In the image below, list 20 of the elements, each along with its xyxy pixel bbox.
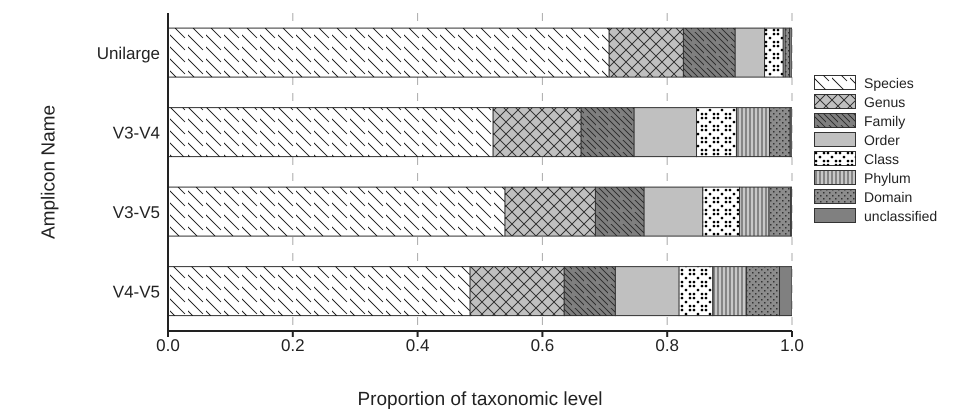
x-tick-label: 0.8 (655, 336, 680, 356)
x-tick-label: 0.6 (530, 336, 554, 356)
legend-label: unclassified (864, 208, 938, 224)
legend-label: Class (864, 150, 900, 166)
x-axis-title: Proportion of taxonomic level (357, 389, 603, 410)
legend-label: Order (864, 132, 900, 148)
x-tick-label: 0.0 (156, 336, 180, 356)
x-tick-label: 1.0 (780, 336, 804, 356)
legend-label: Species (864, 74, 914, 90)
x-tick-label: 0.2 (280, 336, 305, 356)
y-tick-label: V3-V4 (112, 123, 160, 142)
legend-label: Family (864, 112, 906, 128)
legend-label: Phylum (864, 170, 911, 186)
legend-label: Domain (864, 188, 912, 204)
y-tick-label: Unilarge (96, 44, 160, 63)
y-tick-label: V4-V5 (112, 282, 160, 302)
x-tick-label: 0.4 (406, 336, 430, 356)
y-axis-title: Amplicon Name (38, 104, 60, 240)
y-tick-label: V3-V5 (112, 202, 160, 222)
legend-label: Genus (864, 94, 906, 110)
